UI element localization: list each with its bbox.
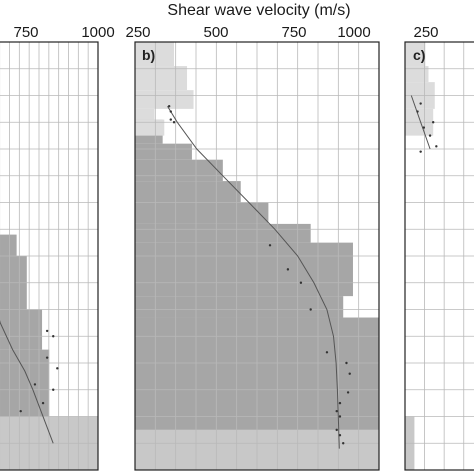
upper-layer-step-0	[405, 42, 426, 67]
upper-layer-step-2	[135, 90, 194, 109]
measured-point-1	[52, 335, 55, 338]
measured-point-1	[169, 110, 172, 113]
panel-c-label: c)	[413, 47, 425, 63]
measured-point-2	[432, 121, 435, 124]
dispersion-fit-line	[0, 320, 54, 444]
measured-point-15	[335, 428, 338, 432]
measured-point-2	[169, 118, 172, 121]
measured-point-7	[19, 409, 22, 413]
measured-point-8	[325, 351, 329, 354]
velocity-step-4	[135, 202, 269, 224]
panel-b	[134, 41, 380, 471]
measured-point-11	[346, 391, 350, 394]
measured-point-10	[348, 372, 351, 375]
x-tick-c-250: 250	[413, 24, 438, 41]
panel-a	[0, 41, 99, 471]
velocity-step-1	[135, 143, 192, 160]
measured-point-9	[345, 361, 348, 365]
measured-point-12	[338, 401, 342, 405]
measured-point-4	[268, 244, 272, 247]
panel-frame	[404, 41, 474, 471]
measured-point-5	[52, 388, 55, 391]
measured-point-5	[286, 268, 290, 271]
upper-layer-step-0	[135, 42, 175, 67]
panel-b-label: b)	[142, 47, 155, 63]
x-tick-a-750: 750	[13, 24, 38, 41]
velocity-step-3	[0, 309, 43, 350]
velocity-step-5	[135, 223, 311, 243]
velocity-step-4	[0, 349, 50, 417]
panel-frame	[0, 41, 99, 471]
measured-point-17	[342, 442, 345, 445]
measured-point-13	[335, 409, 338, 413]
dispersion-fit-line	[410, 95, 431, 150]
panel-c	[404, 41, 474, 471]
panel-frame	[134, 41, 380, 471]
x-tick-b-750: 750	[281, 24, 306, 41]
measured-point-0	[167, 105, 171, 108]
measured-point-3	[422, 126, 425, 129]
measured-point-0	[45, 329, 49, 333]
x-tick-b-1000: 1000	[337, 24, 370, 41]
x-tick-b-250: 250	[125, 24, 150, 41]
measured-point-3	[56, 367, 59, 370]
measured-point-4	[33, 383, 37, 386]
measured-point-0	[419, 102, 422, 105]
measured-point-14	[338, 415, 342, 418]
upper-layer-step-1	[405, 66, 429, 83]
measured-point-6	[419, 150, 422, 153]
measured-point-6	[41, 401, 45, 405]
dispersion-fit-line	[167, 105, 340, 449]
measured-point-2	[45, 356, 49, 359]
velocity-step-7	[135, 296, 344, 318]
upper-layer-step-4	[135, 119, 165, 136]
velocity-step-1	[0, 234, 17, 256]
measured-point-1	[416, 110, 419, 113]
measured-point-4	[428, 134, 432, 137]
measured-point-5	[435, 145, 438, 148]
measured-point-3	[172, 121, 176, 124]
x-tick-a-1000: 1000	[81, 24, 114, 41]
velocity-step-3	[135, 181, 241, 203]
measured-point-7	[309, 308, 312, 311]
x-tick-b-500: 500	[203, 24, 228, 41]
x-axis-title: Shear wave velocity (m/s)	[167, 2, 350, 19]
upper-layer-step-1	[135, 66, 188, 91]
velocity-step-6	[135, 242, 353, 297]
measured-point-16	[338, 434, 342, 437]
upper-layer-step-3	[135, 108, 155, 120]
measured-point-6	[299, 281, 303, 284]
